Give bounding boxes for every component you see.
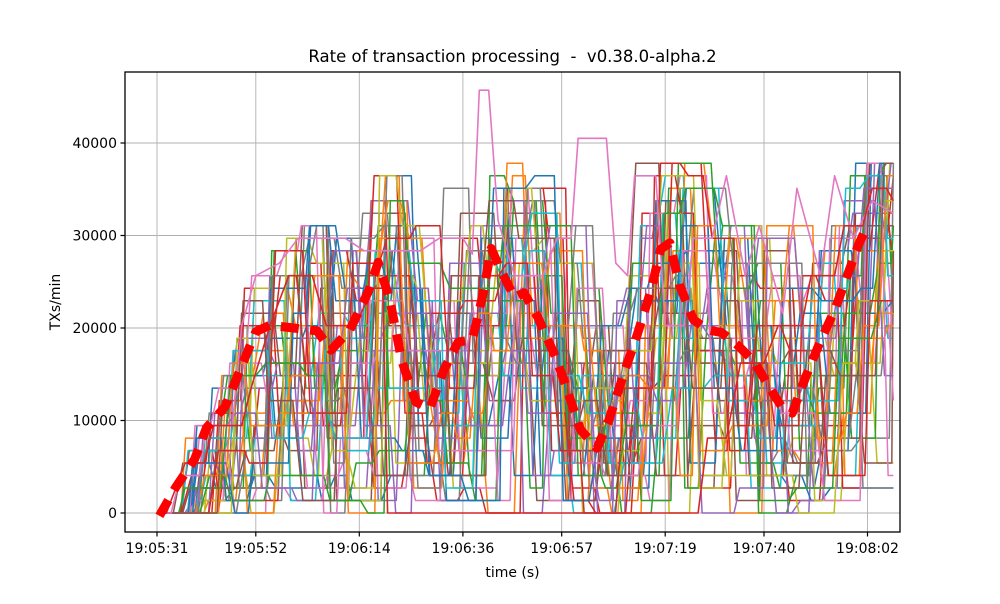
x-tick-label: 19:05:31 bbox=[126, 541, 189, 557]
x-tick-label: 19:06:14 bbox=[328, 541, 391, 557]
y-tick-label: 10000 bbox=[72, 414, 117, 430]
y-tick-label: 0 bbox=[108, 506, 117, 522]
y-tick-label: 40000 bbox=[72, 136, 117, 152]
node-rate-line bbox=[157, 187, 894, 514]
y-axis-label: TXs/min bbox=[48, 274, 64, 332]
peak-node-pink-line bbox=[157, 89, 894, 514]
chart-title: Rate of transaction processing - v0.38.0… bbox=[308, 47, 716, 66]
node-rate-line bbox=[157, 187, 894, 514]
node-rate-line bbox=[157, 175, 894, 514]
node-rate-line bbox=[157, 162, 894, 514]
stalled-node-red-line bbox=[157, 187, 895, 514]
mean-rate-line bbox=[155, 225, 871, 519]
axis-layer: 19:05:31 19:05:52 19:06:14 19:06:36 19:06:57… bbox=[72, 71, 901, 557]
node-rate-line bbox=[157, 175, 894, 514]
x-tick-label: 19:08:02 bbox=[836, 541, 899, 557]
series-layer bbox=[155, 89, 895, 519]
x-tick-label: 19:07:40 bbox=[733, 541, 796, 557]
x-tick-label: 19:05:52 bbox=[224, 541, 287, 557]
plot-border bbox=[124, 71, 901, 533]
y-tick-label: 20000 bbox=[72, 321, 117, 337]
x-tick-label: 19:06:57 bbox=[530, 541, 593, 557]
x-tick-label: 19:06:36 bbox=[431, 541, 494, 557]
x-tick-label: 19:07:19 bbox=[634, 541, 697, 557]
node-rate-line bbox=[157, 175, 894, 514]
x-axis-label: time (s) bbox=[485, 565, 539, 581]
y-tick-label: 30000 bbox=[72, 229, 117, 245]
node-rate-line bbox=[157, 162, 894, 514]
